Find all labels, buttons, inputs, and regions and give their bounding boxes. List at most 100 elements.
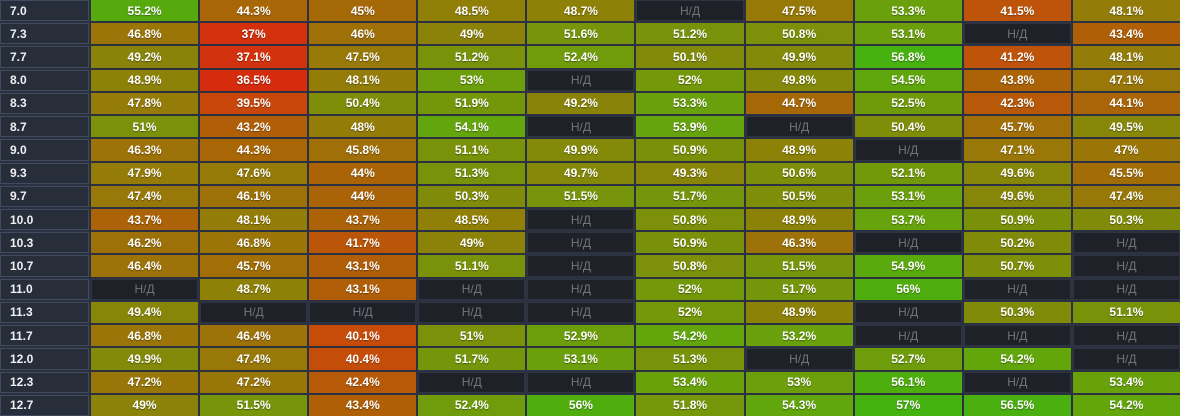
heatmap-cell: 43.4% [1072, 23, 1180, 45]
heatmap-cell: 47.1% [1072, 69, 1180, 91]
row-label: 7.3 [0, 23, 89, 45]
heatmap-cell: 53.4% [636, 371, 744, 393]
heatmap-cell: 46.3% [745, 232, 853, 254]
heatmap-cell: 40.4% [309, 348, 417, 370]
heatmap-cell: 56.5% [963, 394, 1071, 416]
heatmap-cell: 56.1% [854, 371, 962, 393]
row-label: 12.3 [0, 371, 89, 393]
heatmap-cell: 51.6% [527, 23, 635, 45]
heatmap-cell: 50.3% [963, 301, 1071, 324]
heatmap-cell-na: Н/Д [745, 348, 853, 370]
heatmap-cell: 51.1% [418, 139, 526, 161]
heatmap-cell: 56% [854, 278, 962, 300]
row-label: 9.0 [0, 139, 89, 161]
heatmap-cell: 52% [636, 69, 744, 91]
heatmap-cell-na: Н/Д [200, 301, 308, 324]
heatmap-cell: 51.5% [200, 394, 308, 416]
heatmap-cell-na: Н/Д [745, 116, 853, 138]
heatmap-cell: 53.4% [1072, 371, 1180, 393]
heatmap-cell: 51.3% [636, 348, 744, 370]
heatmap-cell: 39.5% [200, 92, 308, 115]
heatmap-cell: 50.4% [854, 116, 962, 138]
heatmap-cell: 50.9% [963, 208, 1071, 231]
heatmap-cell: 50.3% [1072, 208, 1180, 231]
heatmap-cell: 45.7% [200, 255, 308, 277]
heatmap-cell: 48.1% [200, 208, 308, 231]
heatmap-cell: 51.1% [418, 255, 526, 277]
heatmap-cell: 49.9% [527, 139, 635, 161]
row-label: 9.3 [0, 162, 89, 184]
heatmap-cell: 51.9% [418, 92, 526, 115]
heatmap-cell: 52.5% [854, 92, 962, 115]
heatmap-cell: 47.8% [91, 92, 199, 115]
heatmap-cell: 53.1% [527, 348, 635, 370]
heatmap-cell: 50.9% [636, 139, 744, 161]
heatmap-cell: 53.1% [854, 23, 962, 45]
heatmap-cell: 49.9% [745, 46, 853, 68]
heatmap-cell: 51.3% [418, 162, 526, 184]
heatmap-cell: 42.3% [963, 92, 1071, 115]
heatmap-cell-na: Н/Д [527, 116, 635, 138]
heatmap-cell: 54.1% [418, 116, 526, 138]
row-label: 7.7 [0, 46, 89, 68]
heatmap-cell: 43.1% [309, 255, 417, 277]
heatmap-cell-na: Н/Д [636, 0, 744, 22]
heatmap-cell-na: Н/Д [527, 208, 635, 231]
heatmap-cell: 54.9% [854, 255, 962, 277]
heatmap-cell: 49.6% [963, 162, 1071, 184]
heatmap-cell: 53.3% [854, 0, 962, 22]
heatmap-cell: 42.4% [309, 371, 417, 393]
heatmap-cell-na: Н/Д [527, 232, 635, 254]
heatmap-cell: 45.8% [309, 139, 417, 161]
heatmap-cell: 43.7% [309, 208, 417, 231]
heatmap-cell: 48.9% [91, 69, 199, 91]
heatmap-cell-na: Н/Д [527, 255, 635, 277]
heatmap-cell: 47.6% [200, 162, 308, 184]
heatmap-cell: 48.1% [1072, 46, 1180, 68]
heatmap-cell: 51% [91, 116, 199, 138]
heatmap-cell: 40.1% [309, 325, 417, 347]
heatmap-cell: 54.3% [745, 394, 853, 416]
heatmap-cell: 51.7% [418, 348, 526, 370]
heatmap-cell: 52.1% [854, 162, 962, 184]
row-label: 8.7 [0, 116, 89, 138]
heatmap-cell: 52% [636, 301, 744, 324]
heatmap-cell: 52.4% [527, 46, 635, 68]
heatmap-cell: 47.5% [745, 0, 853, 22]
heatmap-cell: 45.7% [963, 116, 1071, 138]
heatmap-cell-na: Н/Д [527, 371, 635, 393]
heatmap-cell: 50.7% [963, 255, 1071, 277]
heatmap-cell: 37.1% [200, 46, 308, 68]
heatmap-cell: 51.5% [527, 185, 635, 207]
heatmap-cell: 49.6% [963, 185, 1071, 207]
heatmap-cell: 50.4% [309, 92, 417, 115]
heatmap-cell-na: Н/Д [963, 325, 1071, 347]
row-label: 12.7 [0, 394, 89, 416]
heatmap-cell: 48.9% [745, 208, 853, 231]
heatmap-cell-na: Н/Д [527, 301, 635, 324]
heatmap-cell: 46.3% [91, 139, 199, 161]
heatmap-cell: 48.9% [745, 139, 853, 161]
heatmap-cell: 47.2% [91, 371, 199, 393]
heatmap-cell-na: Н/Д [963, 278, 1071, 300]
heatmap-cell-na: Н/Д [527, 278, 635, 300]
heatmap-cell: 45.5% [1072, 162, 1180, 184]
heatmap-cell: 51.7% [636, 185, 744, 207]
row-label: 8.0 [0, 69, 89, 91]
heatmap-cell-na: Н/Д [418, 278, 526, 300]
heatmap-cell: 50.1% [636, 46, 744, 68]
heatmap-cell: 51% [418, 325, 526, 347]
heatmap-cell-na: Н/Д [1072, 232, 1180, 254]
row-label: 11.3 [0, 301, 89, 324]
heatmap-cell-na: Н/Д [1072, 278, 1180, 300]
heatmap-cell: 46.8% [91, 325, 199, 347]
heatmap-cell: 53.7% [854, 208, 962, 231]
heatmap-cell: 50.3% [418, 185, 526, 207]
heatmap-cell: 50.2% [963, 232, 1071, 254]
heatmap-cell-na: Н/Д [1072, 348, 1180, 370]
heatmap-cell: 48.1% [309, 69, 417, 91]
heatmap-cell: 44% [309, 162, 417, 184]
heatmap-cell: 49.7% [527, 162, 635, 184]
